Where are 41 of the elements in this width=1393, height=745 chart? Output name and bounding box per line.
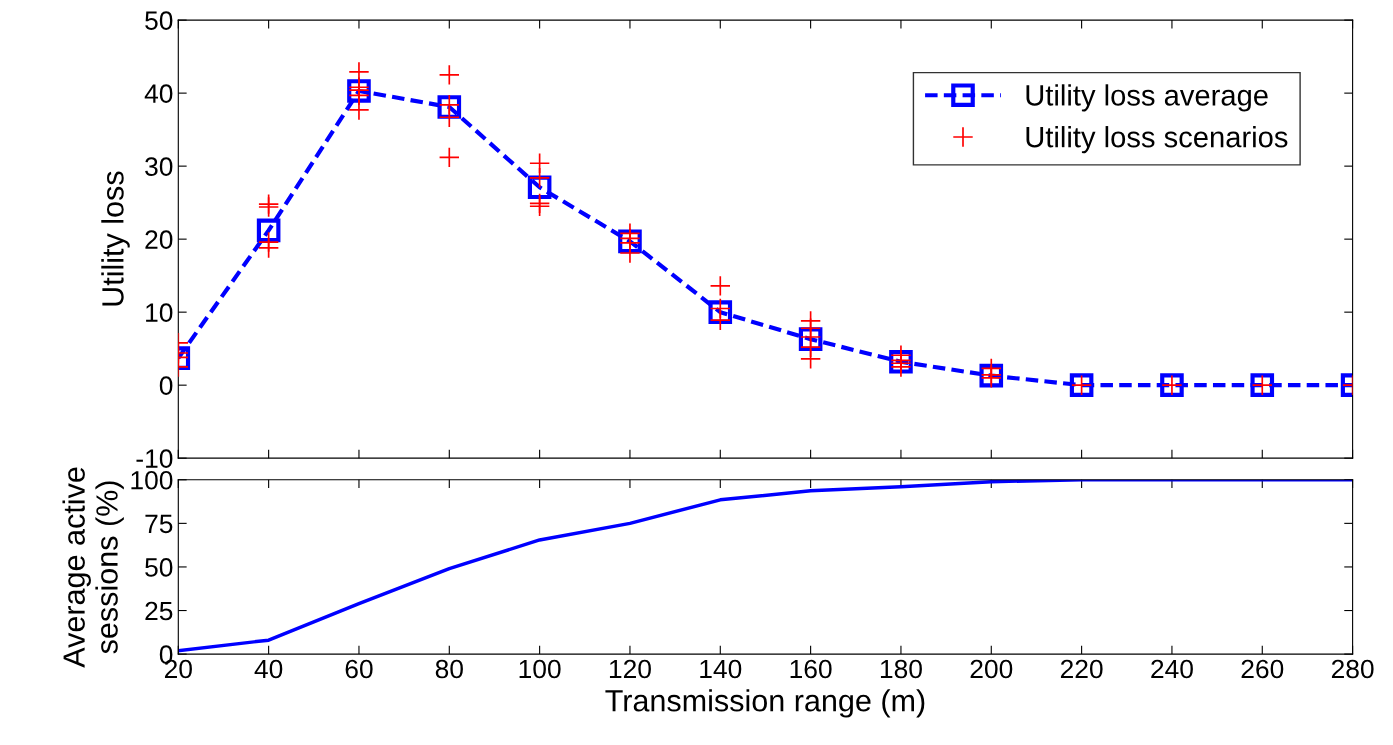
y-tick-label: 100: [131, 470, 173, 490]
line-series: [178, 479, 1353, 653]
x-tick-label: 140: [700, 659, 742, 679]
x-tick-label: 240: [1151, 659, 1193, 679]
x-axis-title: Transmission range (m): [605, 689, 925, 718]
x-tick-label: 160: [790, 659, 832, 679]
point: [800, 348, 822, 370]
y-tick-label: -10: [136, 449, 173, 468]
y-axis-title: Utility loss: [101, 171, 130, 306]
point: [709, 275, 731, 297]
point: [256, 218, 281, 243]
y-tick-label: 20: [145, 230, 173, 249]
point: [438, 106, 460, 128]
point: [529, 167, 551, 189]
y-tick-label: 10: [146, 303, 173, 322]
y-tick-label: 75: [145, 514, 173, 534]
x-tick-label: 60: [345, 659, 373, 679]
y-axis-title: Average active sessions (%): [62, 467, 124, 668]
y-tick-label: 0: [159, 376, 173, 395]
point: [348, 99, 370, 121]
y-tick-label: 50: [145, 11, 173, 30]
x-tick-label: 40: [254, 659, 283, 679]
legend-label: Utility loss scenarios: [1026, 126, 1288, 154]
point: [619, 242, 641, 264]
x-tick-label: 180: [880, 659, 922, 679]
point: [438, 64, 460, 86]
y-tick-label: 50: [145, 558, 173, 577]
x-tick-label: 260: [1241, 659, 1284, 679]
x-tick-label: 80: [435, 659, 463, 679]
x-tick-label: 200: [970, 659, 1013, 679]
y-tick-label: 30: [145, 157, 173, 176]
x-tick-label: 220: [1060, 659, 1103, 679]
legend-label: Utility loss average: [1026, 84, 1268, 112]
x-tick-label: 100: [519, 659, 561, 679]
point: [258, 237, 280, 259]
y-tick-label: 25: [145, 601, 173, 621]
point: [709, 309, 731, 331]
point: [438, 146, 460, 168]
x-tick-label: 280: [1331, 659, 1374, 679]
y-tick-label: 40: [144, 84, 173, 103]
x-tick-label: 120: [609, 659, 651, 679]
